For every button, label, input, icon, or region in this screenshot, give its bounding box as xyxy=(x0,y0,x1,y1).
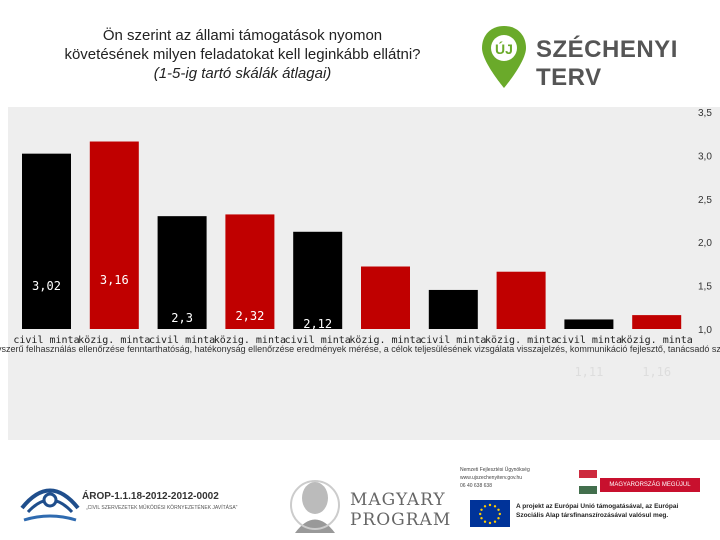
hungarian-flag-icon xyxy=(579,470,597,494)
bar-5 xyxy=(293,231,343,329)
bar-7 xyxy=(428,289,478,329)
title-line-1: Ön szerint az állami támogatások nyomon xyxy=(102,27,383,44)
title-line-2: követésének milyen feladatokat kell legi… xyxy=(64,46,421,63)
pin-text: ÚJ xyxy=(495,40,513,57)
y-tick-label-6: 1,0 xyxy=(698,325,712,336)
value-label-2: 3,16 xyxy=(100,273,129,287)
bar-9 xyxy=(564,319,614,329)
hungary-renews-badge: MAGYARORSZÁG MEGÚJUL xyxy=(600,478,700,492)
chart-title: Ön szerint az állami támogatások nyomon … xyxy=(20,26,465,83)
bar-4 xyxy=(225,214,275,329)
category-label-1: civil minta xyxy=(13,335,79,346)
category-label-8: közig. minta xyxy=(485,335,557,346)
bar-3 xyxy=(157,216,207,329)
category-label-4: közig. minta xyxy=(214,335,286,346)
nfu-url: www.ujszechenyiterv.gov.hu xyxy=(460,475,523,481)
value-label-1: 3,02 xyxy=(32,279,61,293)
magyary-line-2: PROGRAM xyxy=(350,510,452,530)
value-label-9: 1,11 xyxy=(574,365,603,379)
value-label-4: 2,32 xyxy=(235,309,264,323)
value-label-3: 2,3 xyxy=(171,311,193,325)
arop-subtitle: „CIVIL SZERVEZETEK MŰKÖDÉSI KÖRNYEZETÉNE… xyxy=(86,505,238,511)
category-label-10: közig. minta xyxy=(621,335,693,346)
category-label-6: közig. minta xyxy=(349,335,421,346)
szechenyi-terv-logo: ÚJ SZÉCHENYI TERV xyxy=(480,24,705,94)
bar-2 xyxy=(89,141,139,329)
group-labels: lyszerű felhasználás ellenőrzése fenntar… xyxy=(0,344,720,354)
bar-8 xyxy=(496,271,546,329)
arop-logo-icon xyxy=(20,488,80,522)
bar-1 xyxy=(22,153,71,329)
category-label-2: közig. minta xyxy=(78,335,150,346)
magyary-program-text: MAGYARY PROGRAM xyxy=(350,490,451,530)
y-tick-label-5: 1,5 xyxy=(698,282,712,293)
nfu-phone: 06 40 638 638 xyxy=(460,483,492,489)
category-label-3: civil minta xyxy=(149,335,215,346)
location-pin-icon: ÚJ xyxy=(482,26,526,88)
eu-funding-text: A projekt az Európai Unió támogatásával,… xyxy=(516,503,679,519)
brand-name: SZÉCHENYI TERV xyxy=(536,36,678,91)
y-tick-label-2: 3,0 xyxy=(698,151,712,162)
category-label-7: civil minta xyxy=(420,335,486,346)
magyary-line-1: MAGYARY xyxy=(350,490,446,510)
eu-flag-icon xyxy=(470,500,510,527)
value-label-5: 2,12 xyxy=(303,317,332,331)
y-tick-label-3: 2,5 xyxy=(698,195,712,206)
arop-title: ÁROP-1.1.18-2012-2012-0002 xyxy=(82,491,219,502)
value-label-10: 1,16 xyxy=(642,365,671,379)
title-subtitle: (1-5-ig tartó skálák átlagai) xyxy=(153,65,332,82)
bar-10 xyxy=(632,315,682,329)
category-label-5: civil minta xyxy=(285,335,351,346)
bar-6 xyxy=(361,266,410,329)
y-tick-label-4: 2,0 xyxy=(698,238,712,249)
y-tick-label-1: 3,5 xyxy=(698,108,712,119)
nfu-info: Nemzeti Fejlesztési Ügynökség www.ujszec… xyxy=(460,466,530,490)
footer xyxy=(0,445,720,540)
category-label-9: civil minta xyxy=(556,335,622,346)
magyary-portrait-icon xyxy=(290,480,340,533)
nfu-name: Nemzeti Fejlesztési Ügynökség xyxy=(460,467,530,473)
